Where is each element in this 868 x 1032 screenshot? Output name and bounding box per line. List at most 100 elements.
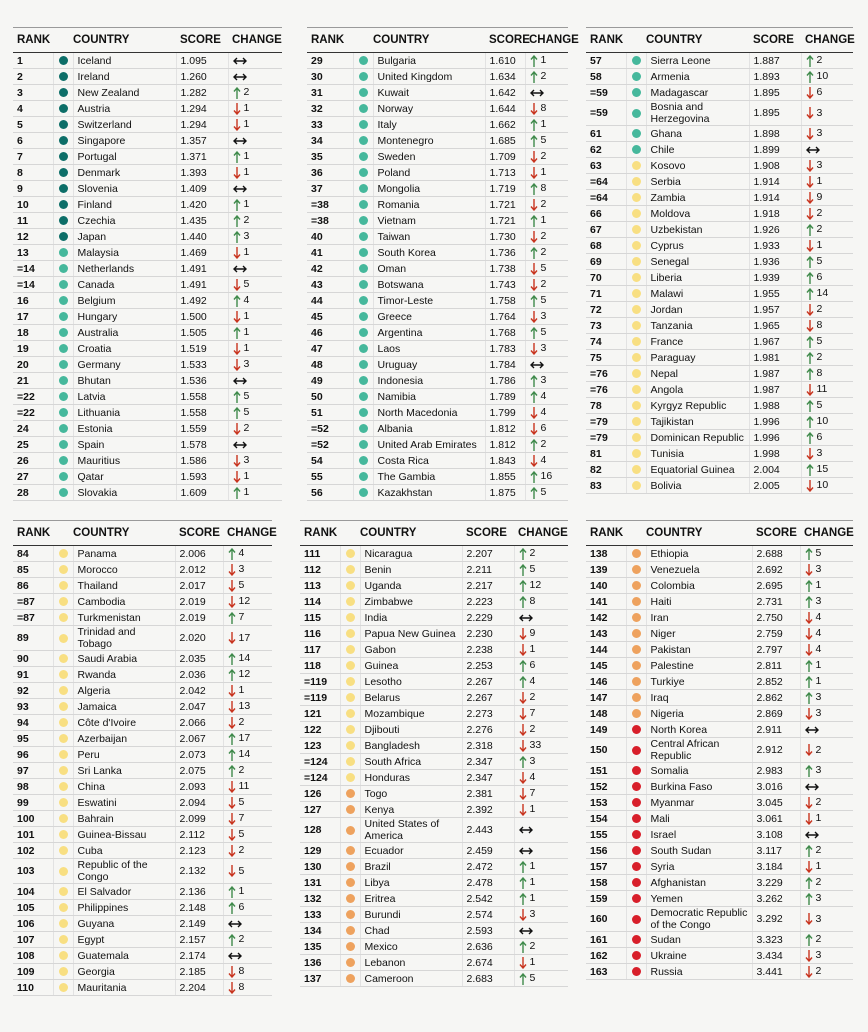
score: 1.812 <box>485 436 526 453</box>
change-value: 6 <box>816 271 823 284</box>
change-value: 8 <box>529 595 536 608</box>
change-arrow <box>805 303 814 316</box>
change-value: 15 <box>816 463 829 476</box>
country: Mauritania <box>73 979 176 996</box>
ranking-panel: RANK COUNTRY SCORE CHANGE 138 Ethiopia 2.688 5 1… <box>586 520 854 980</box>
change-arrow <box>518 771 527 784</box>
ranking-row: =22 Latvia 1.558 5 <box>13 388 282 405</box>
level-cell <box>353 388 374 405</box>
change-arrow <box>805 335 814 348</box>
change-arrow <box>529 390 538 403</box>
change-arrow <box>529 118 538 131</box>
change-value: 3 <box>529 908 536 921</box>
score: 2.472 <box>462 858 515 875</box>
rank: 95 <box>13 730 54 747</box>
level-dot <box>58 830 68 840</box>
change: 2 <box>525 228 568 245</box>
rank: 19 <box>13 340 54 357</box>
level-cell <box>626 285 647 302</box>
rank: 55 <box>307 468 354 485</box>
change-arrow <box>805 127 814 140</box>
score: 1.996 <box>749 429 802 446</box>
change: 2 <box>525 436 568 453</box>
score: 1.914 <box>749 173 802 190</box>
change-value: 2 <box>243 86 250 99</box>
level-dot <box>631 597 641 607</box>
score: 2.148 <box>175 899 224 916</box>
score: 1.709 <box>485 148 526 165</box>
ranking-row: =79 Dominican Republic 1.996 6 <box>586 429 853 446</box>
ranking-table: RANK COUNTRY SCORE CHANGE 84 Panama 2.006 4 85 Mo… <box>13 521 277 996</box>
rank: 154 <box>586 810 627 827</box>
level-dot <box>631 745 641 755</box>
country: Zimbabwe <box>360 593 463 610</box>
rank: 137 <box>300 970 341 987</box>
level-cell <box>340 641 361 658</box>
change: 4 <box>525 388 568 405</box>
change: 10 <box>801 68 853 85</box>
country: Egypt <box>73 931 176 948</box>
level-dot <box>358 152 368 162</box>
level-dot <box>58 670 68 680</box>
change <box>514 922 568 939</box>
score: 2.020 <box>175 625 224 651</box>
level-cell <box>626 963 647 980</box>
country: Malaysia <box>73 244 177 261</box>
score: 1.492 <box>176 292 229 309</box>
score: 1.469 <box>176 244 229 261</box>
level-dot <box>358 424 368 434</box>
score: 1.918 <box>749 205 802 222</box>
country: New Zealand <box>73 84 177 101</box>
change-arrow <box>529 438 538 451</box>
rank: 160 <box>586 906 627 932</box>
score: 1.610 <box>485 52 526 69</box>
level-cell <box>340 561 361 578</box>
change: 2 <box>801 301 853 318</box>
country: Netherlands <box>73 260 177 277</box>
rank: 162 <box>586 947 627 964</box>
ranking-row: 159 Yemen 3.262 3 <box>586 890 853 907</box>
change-arrow <box>232 246 241 259</box>
ranking-row: 74 France 1.967 5 <box>586 333 853 350</box>
country: Tunisia <box>646 445 750 462</box>
score: 1.957 <box>749 301 802 318</box>
ranking-row: 27 Qatar 1.593 1 <box>13 468 282 485</box>
level-cell <box>53 196 74 213</box>
change <box>228 260 282 277</box>
country: Slovenia <box>73 180 177 197</box>
ranking-row: 85 Morocco 2.012 3 <box>13 561 272 578</box>
level-cell <box>353 292 374 309</box>
rank: 73 <box>586 317 627 334</box>
change-value: 5 <box>816 399 823 412</box>
change-arrow <box>804 643 813 656</box>
ranking-row: =14 Netherlands 1.491 <box>13 260 282 277</box>
ranking-row: 56 Kazakhstan 1.875 5 <box>307 484 568 501</box>
change-arrow <box>805 146 820 154</box>
change-arrow <box>805 70 814 83</box>
change-arrow <box>804 707 813 720</box>
level-cell <box>340 801 361 818</box>
ranking-row: 141 Haiti 2.731 3 <box>586 593 853 610</box>
level-dot <box>358 248 368 258</box>
score: 2.211 <box>462 561 515 578</box>
change-value: 1 <box>243 310 250 323</box>
score: 2.459 <box>462 842 515 859</box>
rank: 98 <box>13 778 54 795</box>
rank: 30 <box>307 68 354 85</box>
column-header: RANK <box>300 521 340 546</box>
change-value: 7 <box>529 787 536 800</box>
change: 5 <box>525 292 568 309</box>
change-arrow <box>232 278 241 291</box>
change: 2 <box>800 874 853 891</box>
country: Benin <box>360 561 463 578</box>
ranking-panel: RANK COUNTRY SCORE CHANGE 29 Bulgaria 1.610 1 30… <box>307 27 579 501</box>
level-cell <box>340 874 361 891</box>
score: 1.440 <box>176 228 229 245</box>
change: 17 <box>223 730 272 747</box>
rank: 54 <box>307 452 354 469</box>
country: Ethiopia <box>646 545 753 562</box>
column-header: CHANGE <box>800 521 854 546</box>
level-cell <box>626 641 647 658</box>
ranking-row: 42 Oman 1.738 5 <box>307 260 568 277</box>
change-value: 2 <box>540 278 547 291</box>
